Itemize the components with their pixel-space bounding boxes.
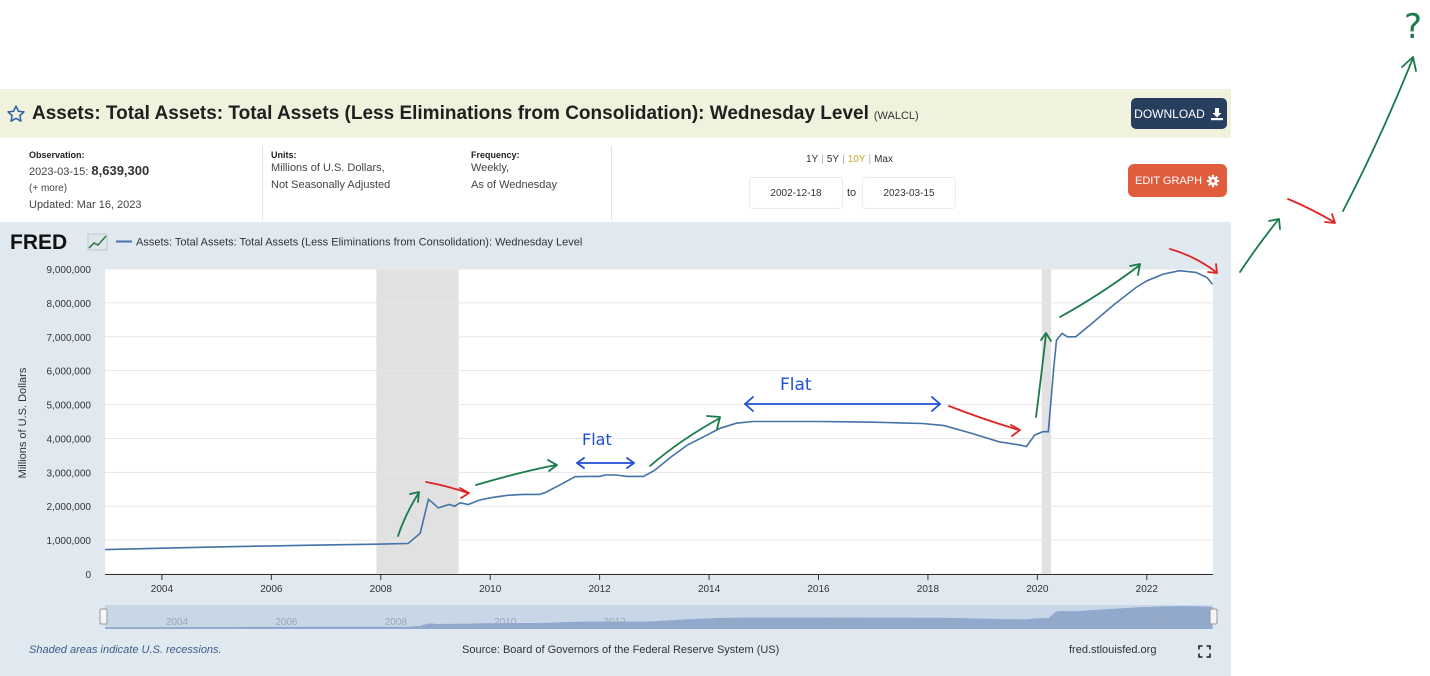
fred-panel: Assets: Total Assets: Total Assets (Less… xyxy=(0,89,1231,676)
x-tick-label: 2014 xyxy=(698,584,721,595)
fred-logo-icon xyxy=(87,233,108,251)
navigator-tick-label: 2006 xyxy=(275,617,298,628)
y-tick-label: 1,000,000 xyxy=(47,536,92,547)
navigator-tick-label: 2016 xyxy=(822,617,845,628)
range-navigator[interactable]: 2004 2006 2008 2010 2012 2014 2016 2018 2020 2022 xyxy=(99,605,1218,629)
frequency-line2: As of Wednesday xyxy=(471,179,558,191)
chart-area: FRED Assets: Total Assets: Total Assets … xyxy=(0,222,1231,676)
observation-date: 2023-03-15: xyxy=(29,166,89,178)
recession-note: Shaded areas indicate U.S. recessions. xyxy=(29,644,222,656)
units-line2: Not Seasonally Adjusted xyxy=(271,179,391,191)
arrowhead xyxy=(1324,213,1336,224)
navigator-tick-label: 2008 xyxy=(385,617,408,628)
end-date-input[interactable]: 2023-03-15 xyxy=(862,177,956,209)
start-date-input[interactable]: 2002-12-18 xyxy=(749,177,843,209)
source-text: Source: Board of Governors of the Federa… xyxy=(462,644,780,656)
fullscreen-icon[interactable] xyxy=(1198,645,1211,658)
x-tick-label: 2016 xyxy=(807,584,830,595)
range-max[interactable]: Max xyxy=(874,154,893,165)
meta-divider xyxy=(611,146,612,220)
grid-layer xyxy=(105,268,1213,575)
series-meta: Observation: 2023-03-15: 8,639,300 (+ mo… xyxy=(0,138,1231,222)
x-tick-label: 2010 xyxy=(479,584,502,595)
green-arrow xyxy=(1342,57,1414,212)
observation-line: 2023-03-15: 8,639,300 xyxy=(29,162,149,181)
y-tick-label: 6,000,000 xyxy=(47,367,92,378)
units-line1: Millions of U.S. Dollars, xyxy=(271,162,385,174)
star-icon[interactable] xyxy=(6,104,26,124)
download-icon xyxy=(1210,107,1223,120)
navigator-handle-left[interactable] xyxy=(99,608,108,625)
recession-band xyxy=(376,269,459,574)
arrowhead xyxy=(1268,218,1281,230)
more-link[interactable]: (+ more) xyxy=(29,183,68,194)
series-id: (WALCL) xyxy=(873,110,919,122)
y-tick-label: 8,000,000 xyxy=(47,299,92,310)
arrowhead xyxy=(1401,56,1417,72)
fred-logo[interactable]: FRED xyxy=(10,231,67,254)
y-tick-label: 2,000,000 xyxy=(47,502,92,513)
page-title: Assets: Total Assets: Total Assets (Less… xyxy=(32,103,869,124)
range-5y[interactable]: 5Y xyxy=(826,154,840,165)
frequency-label: Frequency: xyxy=(471,150,520,160)
y-tick-label: 9,000,000 xyxy=(47,265,92,276)
y-tick-label: 3,000,000 xyxy=(47,468,92,479)
range-links: 1Y | 5Y | 10Y | Max xyxy=(806,154,893,165)
units-label: Units: xyxy=(271,150,297,160)
gear-icon xyxy=(1206,174,1220,187)
x-tick-label: 2020 xyxy=(1026,584,1049,595)
x-tick-label: 2008 xyxy=(370,584,393,595)
navigator-tick-label: 2018 xyxy=(932,617,955,628)
green-arrow xyxy=(1239,219,1279,273)
y-tick-label: 7,000,000 xyxy=(47,333,92,344)
chart-svg: FRED Assets: Total Assets: Total Assets … xyxy=(10,231,1218,629)
edit-graph-button[interactable]: EDIT GRAPH xyxy=(1128,164,1227,197)
y-tick-label: 0 xyxy=(85,570,91,581)
header-bar: Assets: Total Assets: Total Assets (Less… xyxy=(0,89,1231,138)
observation-value: 8,639,300 xyxy=(91,163,150,178)
recession-band xyxy=(1041,269,1052,574)
range-10y[interactable]: 10Y xyxy=(847,154,866,165)
observation-label: Observation: xyxy=(29,150,85,160)
range-1y[interactable]: 1Y xyxy=(806,154,819,165)
frequency-line1: Weekly, xyxy=(471,162,510,174)
x-tick-label: 2022 xyxy=(1136,584,1159,595)
question-mark: ? xyxy=(1404,7,1422,47)
navigator-tick-label: 2004 xyxy=(166,617,189,628)
xtick-layer: 2004 2006 2008 2010 2012 2014 2016 2018 2020 2022 xyxy=(105,574,1213,595)
navigator-tick-label: 2012 xyxy=(604,617,627,628)
download-button[interactable]: DOWNLOAD xyxy=(1131,98,1227,129)
y-tick-label: 4,000,000 xyxy=(47,434,92,445)
x-tick-label: 2004 xyxy=(151,584,174,595)
ytick-layer: 0 1,000,000 2,000,000 3,000,000 4,000,000 5,0… xyxy=(47,265,92,581)
navigator-tick-layer: 2004 2006 2008 2010 2012 2014 2016 2018 2020 2022 xyxy=(166,617,1174,628)
updated-date: Updated: Mar 16, 2023 xyxy=(29,199,142,211)
navigator-tick-label: 2014 xyxy=(713,617,736,628)
navigator-handle-right[interactable] xyxy=(1209,608,1218,625)
navigator-area xyxy=(105,606,1213,629)
edit-graph-label: EDIT GRAPH xyxy=(1134,174,1203,187)
x-tick-label: 2018 xyxy=(917,584,940,595)
y-tick-label: 5,000,000 xyxy=(47,401,92,412)
y-axis-label: Millions of U.S. Dollars xyxy=(17,367,29,478)
to-label: to xyxy=(847,187,857,199)
legend-label: Assets: Total Assets: Total Assets (Less… xyxy=(136,237,582,249)
source-url[interactable]: fred.stlouisfed.org xyxy=(1069,644,1157,656)
meta-divider xyxy=(262,146,263,220)
title-row: Assets: Total Assets: Total Assets (Less… xyxy=(6,103,919,125)
navigator-tick-label: 2010 xyxy=(494,617,517,628)
x-tick-label: 2012 xyxy=(589,584,612,595)
x-tick-label: 2006 xyxy=(260,584,283,595)
red-arrow xyxy=(1287,198,1335,223)
download-label: DOWNLOAD xyxy=(1134,106,1205,121)
navigator-tick-label: 2022 xyxy=(1151,617,1174,628)
navigator-tick-label: 2020 xyxy=(1041,617,1064,628)
